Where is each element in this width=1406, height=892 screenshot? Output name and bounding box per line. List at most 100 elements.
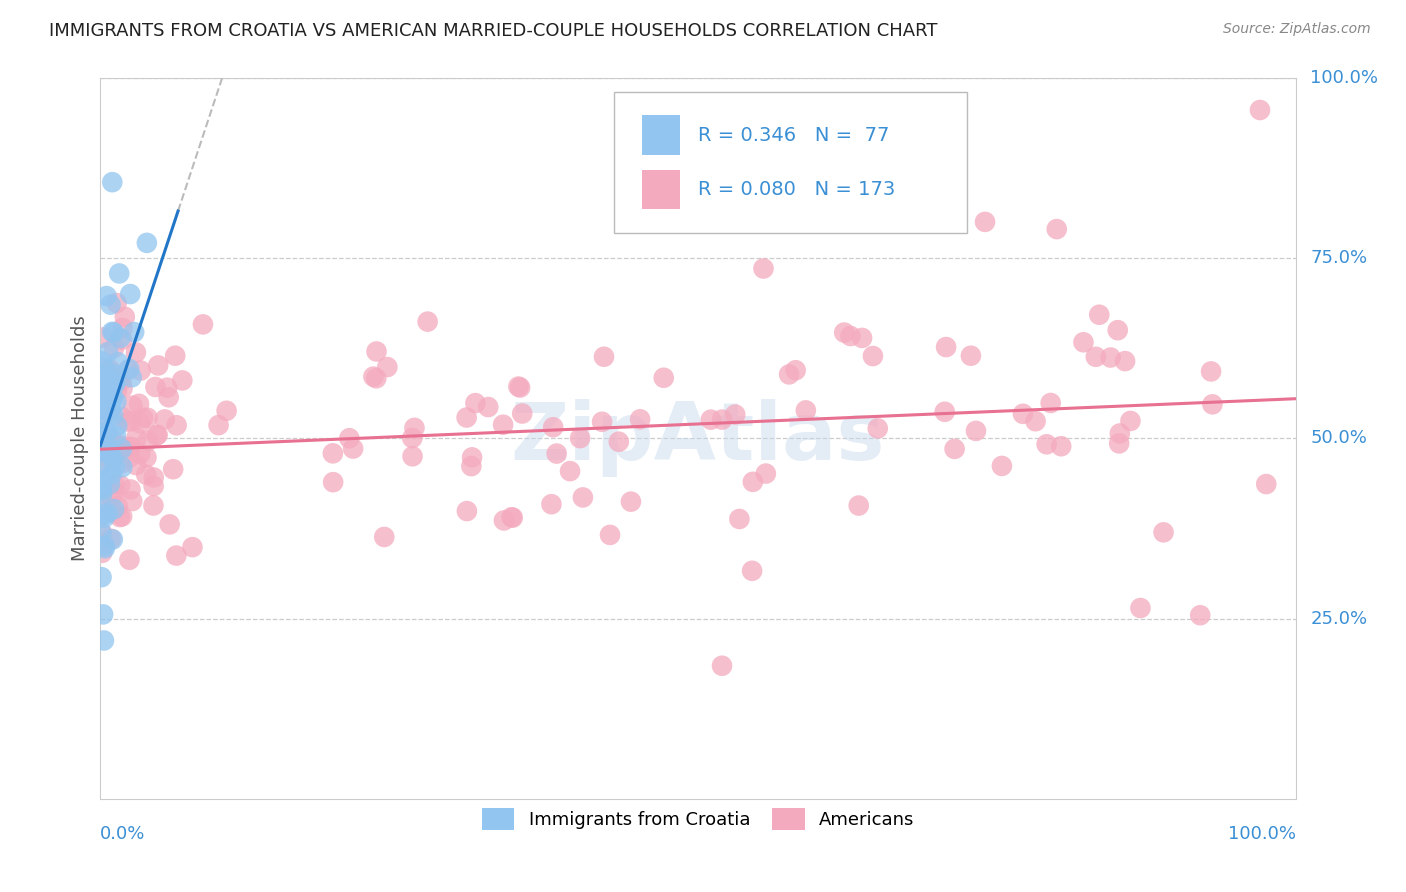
Point — [157, 390, 180, 404]
Point — [101, 504, 124, 518]
Point — [104, 376, 127, 391]
Point — [120, 483, 142, 497]
Point — [136, 410, 159, 425]
Point — [711, 658, 734, 673]
Point — [1108, 426, 1130, 441]
Point — [960, 349, 983, 363]
FancyBboxPatch shape — [643, 169, 681, 210]
Point — [934, 405, 956, 419]
Point — [94, 381, 117, 395]
Point — [96, 381, 118, 395]
Point — [98, 378, 121, 392]
Point — [93, 537, 115, 551]
Point — [90, 426, 112, 441]
Point — [91, 384, 114, 398]
Point — [146, 428, 169, 442]
Point — [105, 394, 128, 409]
Point — [94, 405, 117, 419]
Point — [94, 398, 117, 412]
Point — [540, 497, 562, 511]
Point — [1012, 407, 1035, 421]
Point — [110, 478, 132, 492]
Text: IMMIGRANTS FROM CROATIA VS AMERICAN MARRIED-COUPLE HOUSEHOLDS CORRELATION CHART: IMMIGRANTS FROM CROATIA VS AMERICAN MARR… — [49, 22, 938, 40]
Point — [94, 371, 117, 385]
Point — [103, 502, 125, 516]
Point — [110, 439, 132, 453]
Point — [620, 494, 643, 508]
Point — [101, 325, 124, 339]
Point — [136, 434, 159, 448]
Point — [943, 442, 966, 456]
Point — [103, 476, 125, 491]
Point — [132, 410, 155, 425]
Point — [118, 450, 141, 465]
Point — [103, 341, 125, 355]
Point — [541, 420, 564, 434]
Point — [1025, 414, 1047, 428]
Point — [401, 431, 423, 445]
Point — [96, 506, 118, 520]
Point — [159, 517, 181, 532]
Point — [111, 333, 134, 347]
Point — [145, 380, 167, 394]
Point — [96, 425, 118, 439]
Point — [98, 404, 121, 418]
Y-axis label: Married-couple Households: Married-couple Households — [72, 316, 89, 561]
Point — [558, 464, 581, 478]
Point — [108, 267, 131, 281]
Point — [508, 379, 530, 393]
Point — [142, 470, 165, 484]
Point — [501, 510, 523, 524]
Point — [416, 315, 439, 329]
Point — [477, 400, 499, 414]
Point — [110, 457, 132, 471]
Point — [91, 487, 114, 501]
Point — [111, 409, 134, 424]
Point — [111, 381, 134, 395]
Point — [839, 329, 862, 343]
Point — [90, 443, 112, 458]
Point — [90, 450, 112, 464]
Point — [90, 367, 112, 381]
Point — [165, 349, 187, 363]
Point — [117, 415, 139, 429]
Legend: Immigrants from Croatia, Americans: Immigrants from Croatia, Americans — [475, 801, 921, 838]
Point — [935, 340, 957, 354]
Point — [759, 201, 782, 215]
Point — [1107, 323, 1129, 337]
Point — [366, 344, 388, 359]
Point — [105, 296, 128, 310]
Point — [101, 436, 124, 450]
Point — [135, 450, 157, 465]
Point — [104, 428, 127, 442]
Point — [104, 484, 127, 499]
Point — [607, 434, 630, 449]
Point — [101, 434, 124, 448]
Point — [94, 541, 117, 556]
Point — [98, 444, 121, 458]
Point — [510, 407, 533, 421]
Point — [129, 417, 152, 431]
Point — [90, 415, 112, 429]
Point — [181, 540, 204, 554]
Point — [121, 494, 143, 508]
Point — [101, 451, 124, 466]
Point — [101, 491, 124, 505]
Point — [103, 326, 125, 340]
Point — [1050, 439, 1073, 453]
Point — [1035, 437, 1057, 451]
Point — [142, 499, 165, 513]
Point — [98, 476, 121, 491]
Point — [100, 467, 122, 482]
Point — [569, 431, 592, 445]
Point — [90, 383, 112, 397]
Point — [94, 403, 117, 417]
Point — [752, 261, 775, 276]
Point — [172, 373, 194, 387]
Point — [148, 359, 170, 373]
Point — [778, 368, 800, 382]
Point — [104, 368, 127, 382]
Point — [94, 442, 117, 456]
Point — [1114, 354, 1136, 368]
Point — [125, 345, 148, 359]
